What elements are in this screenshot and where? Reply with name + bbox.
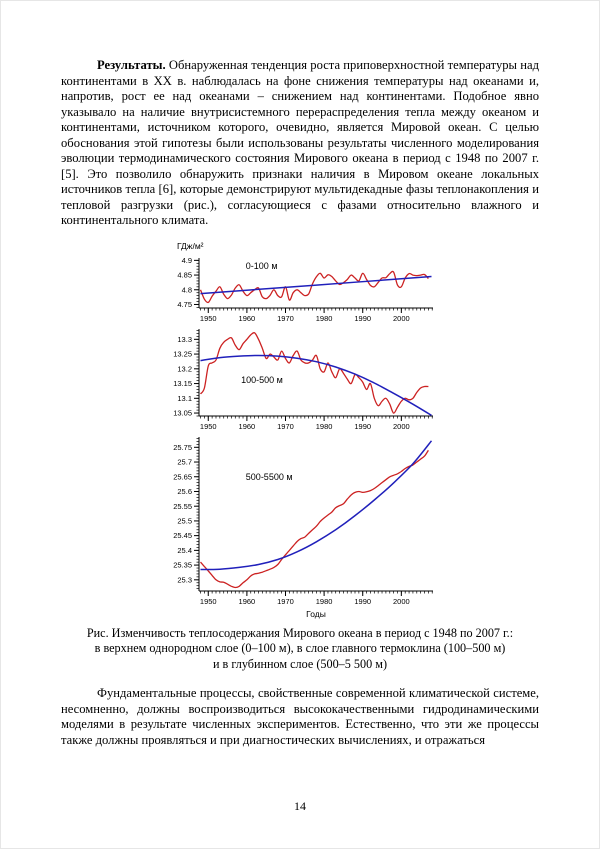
trend-line [200, 354, 432, 416]
chart-100-500: 13.05 13.1 13.15 13.2 13.25 13.3 1950 1960 1970 1… [173, 328, 433, 431]
svg-text:25.55: 25.55 [173, 501, 192, 510]
trend-line [200, 275, 432, 294]
svg-text:2000: 2000 [393, 597, 410, 606]
chart-title: 0-100 м [246, 261, 278, 271]
svg-text:4.75: 4.75 [177, 300, 192, 309]
y-axis-unit-label: ГДж/м² [177, 240, 204, 251]
figure-caption: Рис. Изменчивость теплосодержания Мирово… [61, 626, 539, 673]
annual-series-line [199, 331, 429, 414]
page-number: 14 [294, 799, 306, 813]
svg-text:25.5: 25.5 [177, 516, 192, 525]
svg-text:1960: 1960 [239, 597, 256, 606]
svg-text:25.35: 25.35 [173, 560, 192, 569]
charts-stack: 4.75 4.8 4.85 4.9 1950 1960 1970 1980 1990 2000 0-… [151, 253, 443, 620]
svg-text:13.2: 13.2 [177, 364, 192, 373]
figure-caption-line1: Рис. Изменчивость теплосодержания Мирово… [86, 625, 514, 640]
svg-text:1980: 1980 [316, 597, 333, 606]
svg-text:1980: 1980 [316, 422, 333, 431]
svg-text:25.65: 25.65 [173, 472, 192, 481]
svg-text:4.85: 4.85 [177, 270, 192, 279]
annual-series-line [200, 449, 429, 588]
svg-text:1990: 1990 [354, 422, 371, 431]
chart-500-5500: 25.3 25.35 25.4 25.45 25.5 25.55 25.6 25.65 25.7… [173, 436, 433, 619]
svg-text:13.1: 13.1 [177, 393, 192, 402]
svg-text:1950: 1950 [200, 597, 217, 606]
chart-title: 500-5500 м [246, 472, 293, 482]
svg-text:1980: 1980 [316, 314, 333, 323]
svg-text:13.05: 13.05 [173, 408, 192, 417]
svg-text:4.9: 4.9 [182, 255, 192, 264]
paragraph-results-text: Обнаруженная тенденция роста приповерхно… [61, 58, 539, 227]
svg-text:1950: 1950 [200, 422, 217, 431]
figure-caption-line3: и в глубинном слое (500–5 500 м) [212, 656, 388, 671]
figure-caption-line2: в верхнем однородном слое (0–100 м), в с… [94, 641, 506, 655]
annual-series-line [199, 270, 429, 303]
svg-text:2000: 2000 [393, 422, 410, 431]
paragraph-results: Результаты. Обнаруженная тенденция роста… [61, 58, 539, 229]
svg-text:1970: 1970 [277, 422, 294, 431]
paragraph-results-lead: Результаты. [97, 58, 166, 72]
chart-title: 100-500 м [241, 374, 283, 384]
svg-text:13.25: 13.25 [173, 349, 192, 358]
svg-text:1990: 1990 [354, 314, 371, 323]
paragraph-fundamental-text: Фундаментальные процессы, свойственные с… [61, 686, 539, 747]
svg-text:1970: 1970 [277, 597, 294, 606]
svg-text:1990: 1990 [354, 597, 371, 606]
svg-text:1960: 1960 [239, 422, 256, 431]
svg-text:1970: 1970 [277, 314, 294, 323]
svg-text:25.3: 25.3 [177, 575, 192, 584]
svg-text:25.7: 25.7 [177, 457, 192, 466]
svg-text:2000: 2000 [393, 314, 410, 323]
svg-text:1950: 1950 [200, 314, 217, 323]
chart-0-100: 4.75 4.8 4.85 4.9 1950 1960 1970 1980 1990 2000 0-… [177, 255, 433, 323]
paragraph-fundamental: Фундаментальные процессы, свойственные с… [61, 686, 539, 748]
svg-text:25.4: 25.4 [177, 545, 192, 554]
svg-text:25.6: 25.6 [177, 487, 192, 496]
svg-text:25.45: 25.45 [173, 531, 192, 540]
svg-text:25.75: 25.75 [173, 442, 192, 451]
svg-text:13.15: 13.15 [173, 379, 192, 388]
svg-text:4.8: 4.8 [182, 285, 192, 294]
svg-text:1960: 1960 [239, 314, 256, 323]
figure-heat-content: ГДж/м² 4.75 4.8 4.85 4.9 1950 1960 1970 1980 199… [151, 241, 443, 620]
x-axis-label: Годы [306, 609, 326, 619]
trend-line [200, 439, 433, 570]
svg-text:13.3: 13.3 [177, 334, 192, 343]
